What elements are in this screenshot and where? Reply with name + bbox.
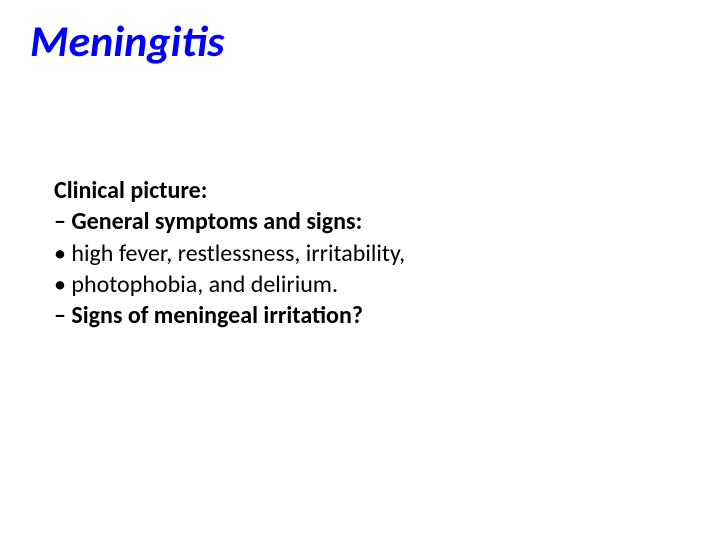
slide-body: Clinical picture: – General symptoms and… — [54, 176, 654, 332]
slide-title: Meningitis — [30, 14, 224, 68]
line-signs-meningeal: – Signs of meningeal irritation? — [54, 301, 654, 330]
line-bullet-1: • high fever, restlessness, irritability… — [54, 239, 654, 268]
line-clinical-picture: Clinical picture: — [54, 176, 654, 205]
slide: Meningitis Clinical picture: – General s… — [0, 0, 720, 540]
line-general-symptoms: – General symptoms and signs: — [54, 207, 654, 236]
line-bullet-2: • photophobia, and delirium. — [54, 270, 654, 299]
